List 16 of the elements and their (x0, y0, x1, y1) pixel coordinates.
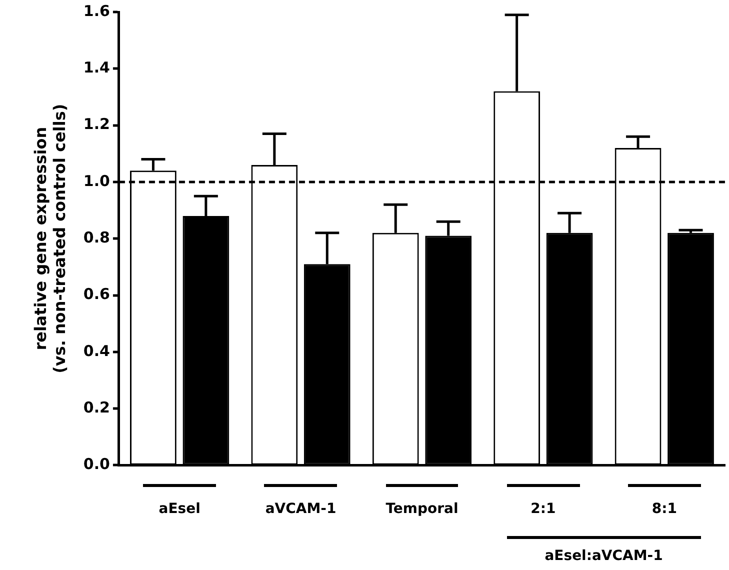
y-tick-label: 1.4 (83, 58, 110, 77)
y-tick-label: 1.2 (83, 115, 110, 134)
y-tick-label: 0.6 (83, 285, 110, 304)
y-tick-label: 0.0 (83, 455, 110, 474)
x-tick-label: Temporal (386, 501, 458, 518)
y-axis-title: relative gene expression (vs. non-treated control cells) (30, 104, 69, 374)
x-tick-label: aVCAM-1 (265, 501, 336, 518)
y-tick-label: 0.8 (83, 228, 110, 246)
x-tick-label: aEsel (158, 501, 200, 518)
y-tick-label: 1.6 (83, 2, 110, 20)
text: aEsel:aVCAM-1 (544, 548, 663, 564)
y-tick-label: 0.4 (83, 342, 110, 360)
y-tick-label: 0.2 (83, 398, 110, 416)
x-tick-label: 8:1 (652, 501, 677, 518)
y-tick-label: 1.0 (83, 172, 110, 190)
x-tick-label: 2:1 (530, 501, 556, 518)
